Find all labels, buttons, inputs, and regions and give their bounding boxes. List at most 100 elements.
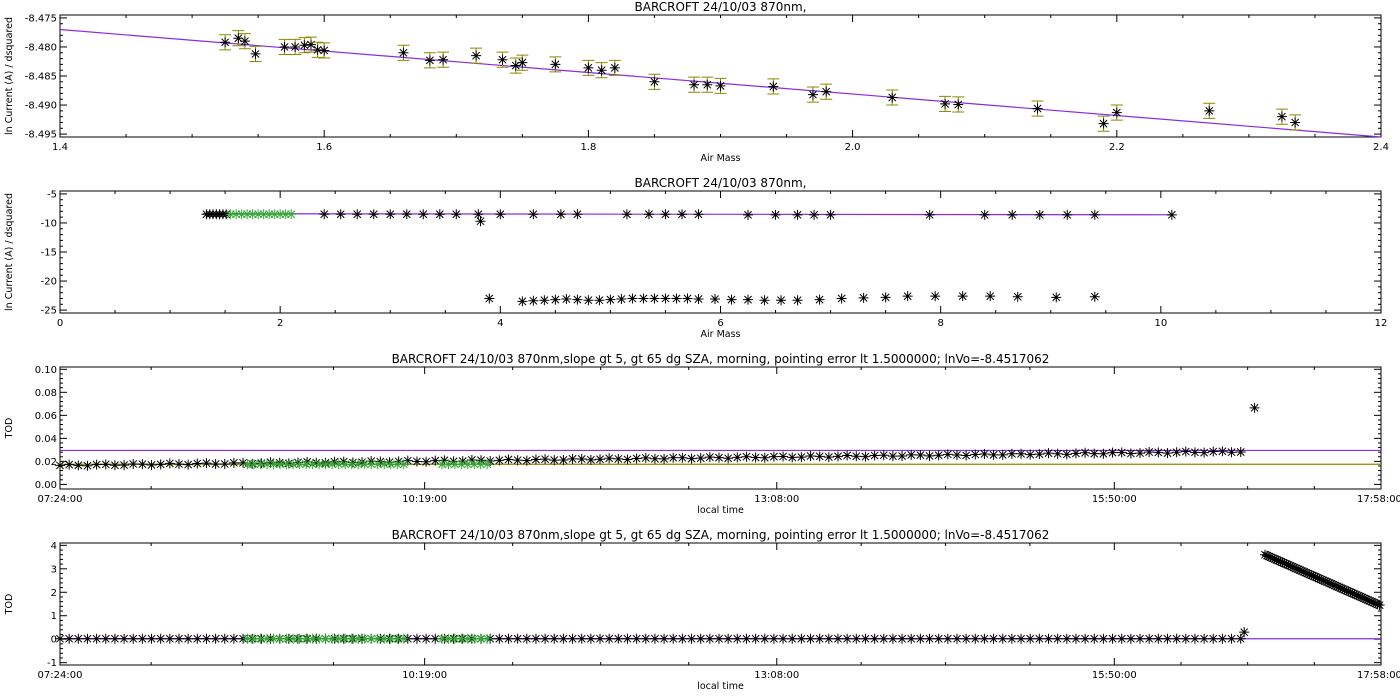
data-point: [392, 459, 403, 470]
data-point: [750, 633, 761, 644]
data-point: [814, 633, 825, 644]
data-point: [353, 633, 364, 644]
data-point: [109, 633, 120, 644]
data-point: [262, 459, 273, 470]
data-point: [1061, 633, 1072, 644]
data-point: [693, 209, 704, 220]
x-tick-label: 10:19:00: [402, 494, 447, 505]
data-point: [693, 294, 704, 305]
data-point: [1199, 633, 1210, 644]
data-point: [301, 633, 312, 644]
data-point: [319, 45, 330, 56]
data-point: [366, 633, 377, 644]
data-point: [1171, 447, 1182, 458]
data-point: [220, 37, 231, 48]
data-point: [242, 633, 253, 644]
data-point: [494, 455, 505, 466]
data-point: [942, 449, 953, 460]
data-point: [1312, 572, 1323, 583]
data-point: [359, 633, 370, 644]
data-point: [192, 633, 203, 644]
data-point: [183, 459, 194, 470]
data-point: [540, 454, 551, 465]
data-point: [583, 295, 594, 306]
data-point: [238, 457, 249, 468]
plot-frame: [59, 14, 1382, 138]
data-point: [385, 633, 396, 644]
data-point: [677, 633, 688, 644]
data-point: [173, 633, 184, 644]
data-point: [567, 453, 578, 464]
data-point: [155, 633, 166, 644]
data-point: [1263, 551, 1274, 562]
data-point: [576, 633, 587, 644]
data-point: [957, 291, 968, 302]
y-tick-label: 4: [51, 541, 57, 552]
data-point: [1052, 448, 1063, 459]
data-point: [1261, 550, 1272, 561]
data-point: [288, 459, 299, 470]
data-point: [549, 633, 560, 644]
data-point: [401, 209, 412, 220]
chart-title: BARCROFT 24/10/03 870nm,: [635, 0, 807, 14]
panel-2-airmass-full: BARCROFT 24/10/03 870nm, 0 2 4 6 8 10 12 -5 -10 -1…: [4, 176, 1387, 340]
x-tick-label: 2.4: [1373, 142, 1389, 153]
data-point: [353, 459, 364, 470]
data-point: [517, 57, 528, 68]
data-point: [239, 36, 250, 47]
data-point: [275, 209, 286, 220]
data-point: [1051, 292, 1062, 303]
data-point: [91, 633, 102, 644]
data-point: [385, 209, 396, 220]
data-point: [269, 209, 280, 220]
data-point: [842, 450, 853, 461]
data-point: [1353, 590, 1364, 601]
data-point: [1343, 586, 1354, 597]
y-tick-label: -5: [47, 189, 57, 200]
data-point: [379, 459, 390, 470]
data-point: [430, 455, 441, 466]
data-point: [1341, 585, 1352, 596]
data-point: [979, 448, 990, 459]
data-point: [596, 65, 607, 76]
y-tick-label: -8.490: [25, 101, 57, 112]
data-point: [558, 633, 569, 644]
data-point: [264, 209, 275, 220]
data-point: [517, 296, 528, 307]
data-point: [622, 633, 633, 644]
data-point: [421, 633, 432, 644]
data-point: [495, 209, 506, 220]
x-tick-label: 2.2: [1109, 142, 1125, 153]
data-point: [275, 633, 286, 644]
data-point: [1249, 402, 1260, 413]
data-point: [469, 459, 480, 470]
data-point: [530, 633, 541, 644]
y-axis-label: TOD: [4, 418, 15, 440]
data-point: [456, 459, 467, 470]
data-point: [1098, 448, 1109, 459]
data-point: [715, 80, 726, 91]
data-point: [770, 209, 781, 220]
y-tick-label: 0.00: [35, 480, 57, 491]
data-point: [281, 459, 292, 470]
data-point: [677, 452, 688, 463]
data-point: [1043, 633, 1054, 644]
data-point: [906, 633, 917, 644]
y-tick-label: 0.10: [35, 365, 57, 376]
fit-line: [203, 213, 1172, 216]
data-point: [1070, 633, 1081, 644]
chart-title: BARCROFT 24/10/03 870nm,slope gt 5, gt 6…: [392, 528, 1050, 542]
data-point: [1111, 107, 1122, 118]
x-tick-label: 6: [717, 318, 723, 329]
data-point: [1199, 447, 1210, 458]
data-point: [743, 209, 754, 220]
data-point: [807, 89, 818, 100]
data-point: [713, 633, 724, 644]
data-point: [713, 452, 724, 463]
data-point: [1135, 448, 1146, 459]
data-point: [183, 633, 194, 644]
data-point: [897, 633, 908, 644]
data-point: [346, 633, 357, 644]
data-point: [1290, 117, 1301, 128]
